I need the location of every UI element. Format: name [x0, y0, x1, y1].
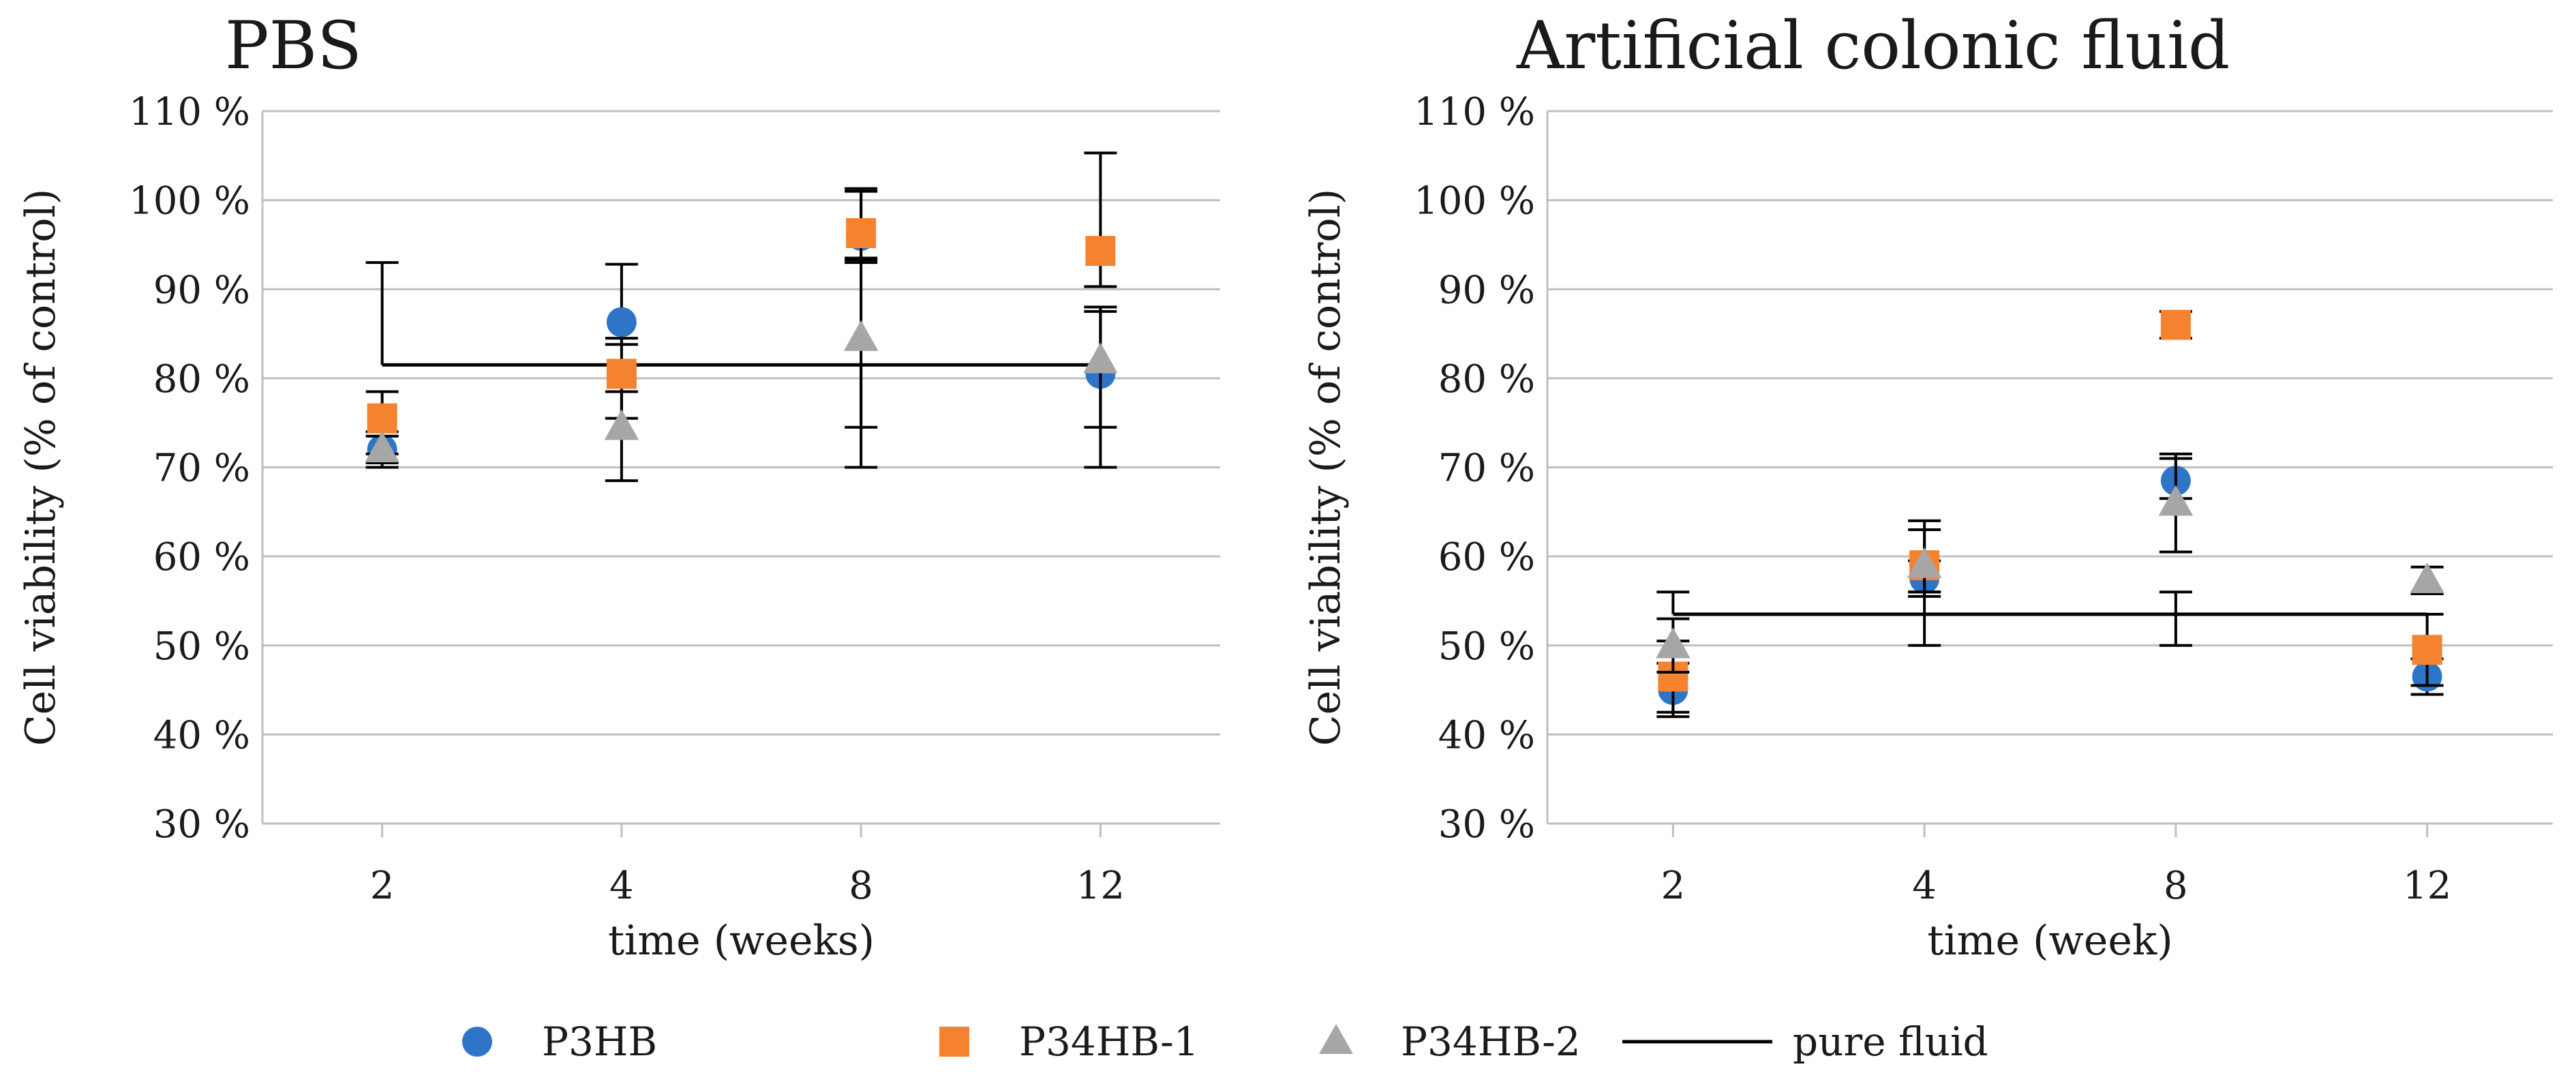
point-p34hb-2	[604, 409, 639, 440]
y-tick-label: 60 %	[153, 535, 250, 579]
point-p34hb-1	[606, 359, 637, 389]
point-p34hb-2	[1907, 547, 1942, 578]
point-p34hb-1	[2412, 635, 2442, 665]
y-tick-label: 90 %	[153, 268, 250, 312]
y-tick-label: 40 %	[1438, 713, 1535, 757]
y-tick-label: 90 %	[1438, 268, 1535, 312]
legend-triangle-icon	[1319, 1024, 1353, 1054]
y-tick-label: 80 %	[1438, 357, 1535, 402]
legend-item: P34HB-1	[939, 1019, 1199, 1065]
chart-panel-0: PBS 30 % 40 % 50 % 60 % 70 % 80 % 90 % 100 % 110 …	[17, 7, 1220, 965]
y-tick-label: 100 %	[129, 179, 250, 224]
point-p34hb-2	[2158, 485, 2194, 516]
x-axis-label: time (week)	[1927, 917, 2172, 965]
x-axis-label: time (weeks)	[608, 917, 875, 965]
legend-circle-icon	[462, 1027, 492, 1057]
x-tick-label: 2	[1661, 864, 1686, 908]
legend-item: P34HB-2	[1319, 1019, 1581, 1065]
y-axis-label: Cell viability (% of control)	[1302, 189, 1350, 746]
y-tick-label: 100 %	[1414, 179, 1535, 224]
chart-panel-1: Artificial colonic fluid 30 % 40 % 50 % 60 %…	[1302, 7, 2553, 965]
point-p34hb-2	[1656, 627, 1691, 659]
y-tick-label: 80 %	[153, 357, 250, 402]
legend: P3HB P34HB-1 P34HB-2 pure fluid	[462, 1019, 1988, 1065]
y-tick-label: 60 %	[1438, 535, 1535, 579]
y-tick-label: 50 %	[153, 624, 250, 669]
legend-label: P34HB-1	[1019, 1019, 1199, 1065]
x-tick-label: 4	[609, 864, 634, 908]
point-p34hb-1	[846, 217, 877, 248]
x-tick-label: 4	[1912, 864, 1937, 908]
chart-title: PBS	[225, 7, 362, 84]
x-tick-label: 8	[2164, 864, 2188, 908]
point-p34hb-1	[2160, 310, 2191, 340]
legend-square-icon	[939, 1027, 969, 1057]
y-tick-label: 70 %	[153, 447, 250, 491]
y-axis-label: Cell viability (% of control)	[17, 189, 65, 746]
x-tick-label: 12	[1076, 864, 1125, 908]
point-p34hb-2	[1083, 342, 1118, 374]
y-tick-label: 70 %	[1438, 447, 1535, 491]
legend-label: P34HB-2	[1401, 1019, 1581, 1065]
y-tick-label: 50 %	[1438, 624, 1535, 669]
point-p3hb	[606, 307, 637, 337]
x-tick-label: 12	[2403, 864, 2451, 908]
point-p34hb-2	[365, 431, 399, 463]
chart-title: Artificial colonic fluid	[1516, 7, 2230, 84]
y-tick-label: 30 %	[1438, 802, 1535, 847]
legend-label: pure fluid	[1793, 1019, 1988, 1065]
y-tick-label: 110 %	[1414, 90, 1535, 134]
point-p34hb-2	[843, 320, 879, 351]
x-tick-label: 8	[849, 864, 873, 908]
point-p34hb-1	[367, 403, 397, 434]
point-p34hb-1	[1085, 236, 1116, 267]
legend-item: P3HB	[462, 1019, 657, 1065]
point-p34hb-2	[2410, 562, 2444, 594]
x-tick-label: 2	[370, 864, 395, 908]
y-tick-label: 110 %	[129, 90, 250, 134]
y-tick-label: 30 %	[153, 802, 250, 847]
legend-label: P3HB	[542, 1019, 657, 1065]
y-tick-label: 40 %	[153, 713, 250, 757]
legend-item: pure fluid	[1622, 1019, 1988, 1065]
